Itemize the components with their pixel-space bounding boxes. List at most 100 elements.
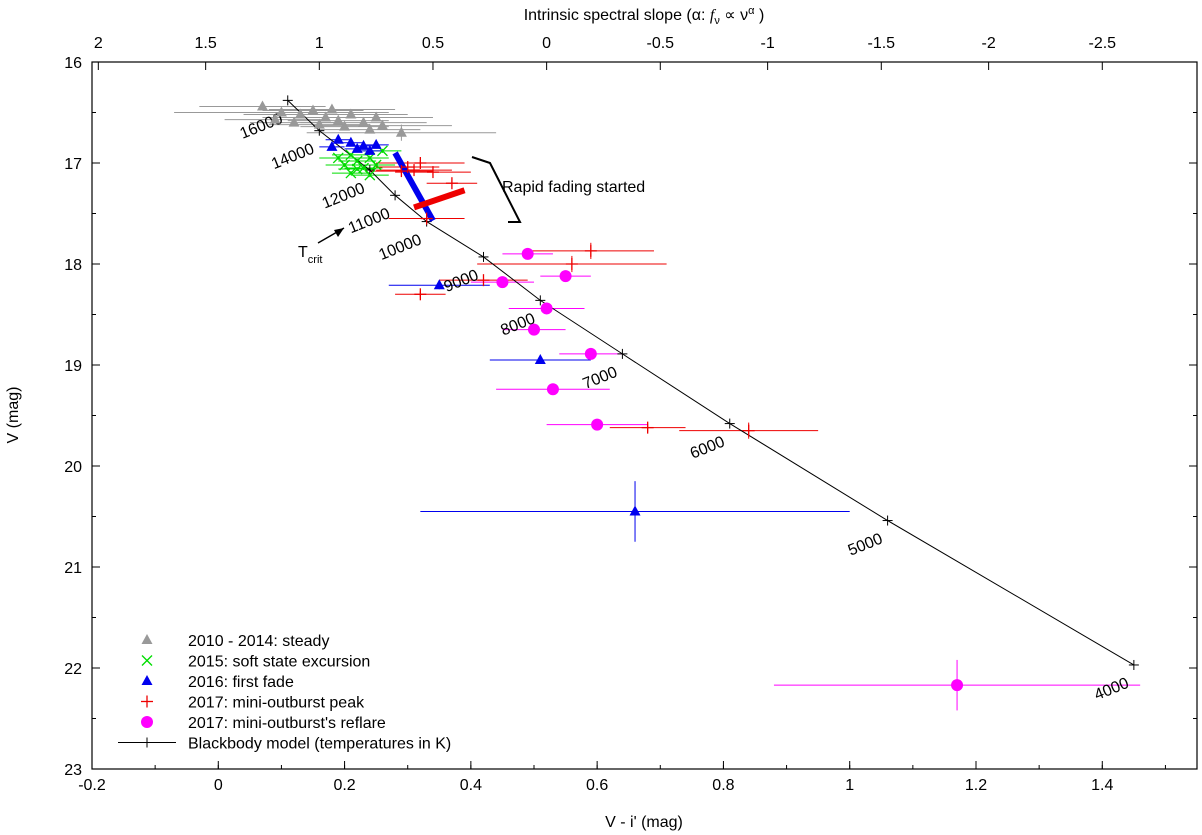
cross-stroke [332,152,344,164]
temperature-label: 11000 [346,205,393,237]
data-point [540,302,553,315]
y-tick-label: 19 [64,358,82,375]
data-point [345,108,357,119]
data-point [584,244,597,257]
data-point [339,159,351,171]
data-point [339,120,351,131]
data-point [395,165,408,178]
annotations: Rapid fading started Tcrit [298,156,645,266]
data-point [534,353,546,364]
data-point [565,258,578,270]
legend-marker [141,716,153,728]
legend-label: 2016: first fade [188,674,294,691]
x-tick-label: 1 [845,777,854,794]
data-point [477,274,490,287]
data-point [332,133,344,144]
data-point [358,139,370,150]
x-tick-label: 1.2 [965,777,987,794]
data-point [351,163,363,175]
x-tick-label: 0 [214,777,223,794]
top-axis-label: Intrinsic spectral slope (α: fν ∝ να ) [524,5,765,27]
data-point [426,166,439,179]
temperature-label: 6000 [688,433,727,462]
cross-stroke [345,167,357,179]
temperature-label: 5000 [846,530,885,559]
data-point [376,119,388,130]
data-point [288,116,300,127]
data-point [326,103,338,114]
top-tick-label: -2.5 [1088,35,1116,52]
legend-label: 2017: mini-outburst peak [188,695,365,712]
top-tick-label: 1 [315,35,324,52]
cross-stroke [364,169,376,181]
top-tick-label: -0.5 [646,35,674,52]
y-tick-label: 21 [64,560,82,577]
legend-marker [141,634,153,644]
blackbody-curve: 1600014000120001100010000900080007000600… [238,95,1139,704]
temperature-label: 12000 [320,180,368,212]
data-point [364,144,376,155]
tcrit-label: Tcrit [298,244,322,266]
temperature-label: 10000 [377,231,425,263]
data-point [345,136,357,147]
data-point [395,126,407,137]
fade-track [392,151,436,223]
x-tick-label: 0.2 [333,777,355,794]
data-point [420,212,433,225]
temperature-label: 9000 [442,267,481,296]
y-tick-label: 23 [64,762,82,779]
data-point [364,123,376,134]
error-bars [174,103,1141,711]
data-point [496,276,509,289]
data-point [370,111,382,122]
y-tick-label: 20 [64,459,82,476]
legend-label: 2017: mini-outburst's reflare [188,715,386,732]
x-tick-label: 1.4 [1091,777,1113,794]
x-tick-label: 0.8 [712,777,734,794]
data-point [559,270,572,283]
data-point [433,279,445,290]
data-point [591,418,604,431]
top-tick-label: 1.5 [195,35,217,52]
x-tick-label: 0.4 [460,777,482,794]
top-tick-label: 2 [94,35,103,52]
data-point [629,505,641,516]
data-point [641,421,654,434]
data-point [275,106,287,117]
cross-stroke [141,655,153,666]
cross-stroke [351,155,363,167]
data-point [345,167,357,179]
data-point [294,108,306,119]
data-point [326,140,338,151]
top-tick-label: 0 [542,35,551,52]
grid-ticks: -0.2 0 0.2 0.4 0.6 0.8 1 1.2 1.41617181920212223… [64,35,1197,794]
data-point [408,164,421,177]
data-point [320,111,332,122]
top-tick-label: -2 [982,35,996,52]
legend: 2010 - 2014: steady 2015: soft state excu… [118,633,451,753]
y-tick-label: 18 [64,257,82,274]
peak-track [413,187,466,211]
data-point [742,424,755,437]
data-point [332,114,344,125]
legend-label: 2015: soft state excursion [188,654,370,671]
x-tick-label: 0.6 [586,777,608,794]
data-point [313,118,325,129]
plot-frame [91,61,1198,770]
data-point [951,679,964,692]
data-point [370,159,382,171]
data-point [307,104,319,115]
cross-stroke [370,159,382,171]
rapid-fading-bracket [471,156,522,223]
rapid-fading-label: Rapid fading started [502,179,645,196]
data-markers [256,100,964,692]
y-tick-label: 16 [64,55,82,72]
data-point [364,169,376,181]
data-point [584,347,597,360]
data-point [521,247,534,260]
data-point [528,323,540,336]
cross-stroke [376,145,388,157]
data-point [256,100,268,111]
data-point [414,157,427,169]
